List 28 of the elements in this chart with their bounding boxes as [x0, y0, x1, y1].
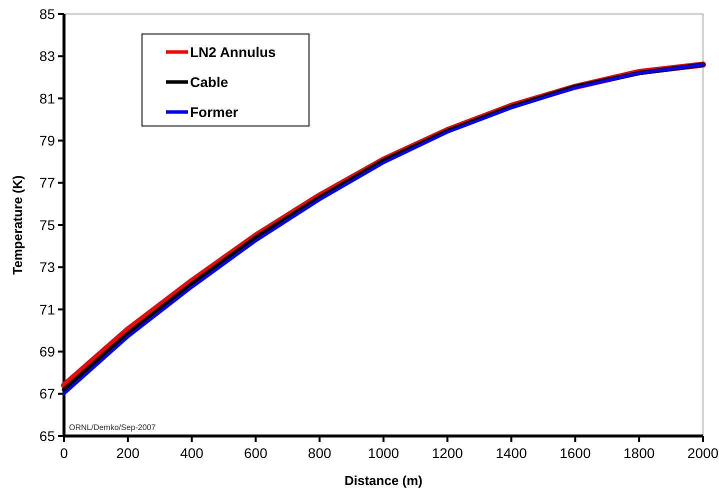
x-tick-label: 1800: [624, 445, 655, 461]
x-tick-label: 0: [60, 445, 68, 461]
x-tick-label: 1600: [560, 445, 591, 461]
y-tick-label: 85: [39, 6, 56, 22]
x-tick-label: 2000: [687, 445, 719, 461]
legend-label: LN2 Annulus: [190, 44, 276, 60]
x-axis-title: Distance (m): [344, 473, 423, 488]
y-tick-label: 83: [39, 48, 56, 64]
y-tick-label: 65: [39, 428, 56, 444]
y-axis-title: Temperature (K): [10, 175, 25, 275]
y-tick-label: 69: [39, 344, 56, 360]
y-tick-label: 73: [39, 259, 56, 276]
y-tick-label: 75: [39, 216, 56, 233]
y-tick-label: 71: [39, 301, 56, 318]
x-tick-label: 400: [180, 445, 204, 461]
y-tick-label: 67: [39, 386, 56, 402]
x-tick-label: 600: [244, 445, 268, 461]
annotation: ORNL/Demko/Sep-2007: [69, 423, 156, 432]
y-tick-label: 77: [39, 174, 56, 191]
x-tick-label: 1400: [496, 445, 528, 461]
legend-label: Cable: [190, 74, 228, 90]
y-tick-label: 79: [39, 132, 56, 148]
x-tick-label: 200: [116, 445, 140, 461]
x-tick-label: 800: [308, 445, 332, 461]
legend-label: Former: [190, 104, 239, 120]
x-tick-label: 1000: [368, 445, 400, 461]
x-tick-label: 1200: [432, 445, 464, 461]
y-tick-label: 81: [39, 90, 56, 106]
